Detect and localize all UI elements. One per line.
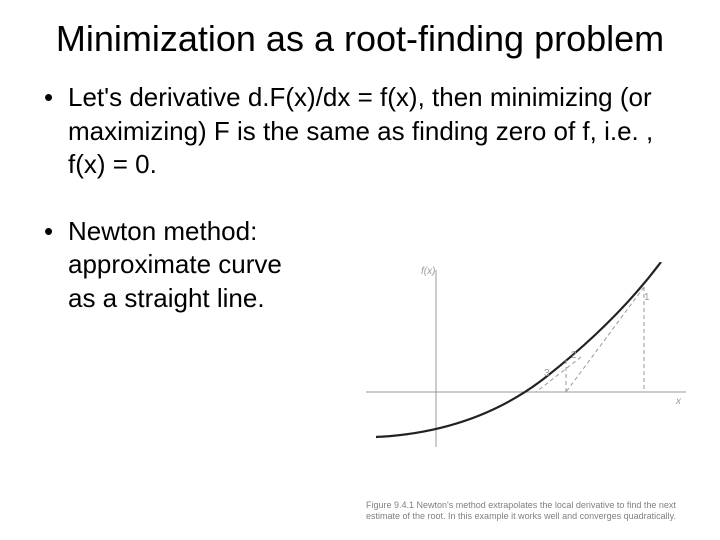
tangent-line-2	[536, 357, 581, 392]
tangent-line-1	[566, 287, 644, 392]
point-label-3: 3	[544, 368, 550, 379]
figure-caption: Figure 9.4.1 Newton's method extrapolate…	[366, 500, 686, 522]
point-label-1: 1	[644, 292, 650, 303]
x-axis-label: x	[675, 396, 682, 407]
newton-plot-svg: f(x) x 1 2 3	[366, 262, 686, 492]
point-label-2: 2	[571, 350, 577, 361]
slide-title: Minimization as a root-finding problem	[40, 18, 680, 59]
bullet-1: Let's derivative d.F(x)/dx = f(x), then …	[40, 81, 680, 181]
y-axis-label: f(x)	[421, 266, 435, 277]
newton-method-figure: f(x) x 1 2 3	[366, 262, 686, 492]
slide: Minimization as a root-finding problem L…	[0, 0, 720, 540]
function-curve	[376, 262, 661, 437]
bullet-2-line-1: Newton method:	[68, 215, 680, 248]
